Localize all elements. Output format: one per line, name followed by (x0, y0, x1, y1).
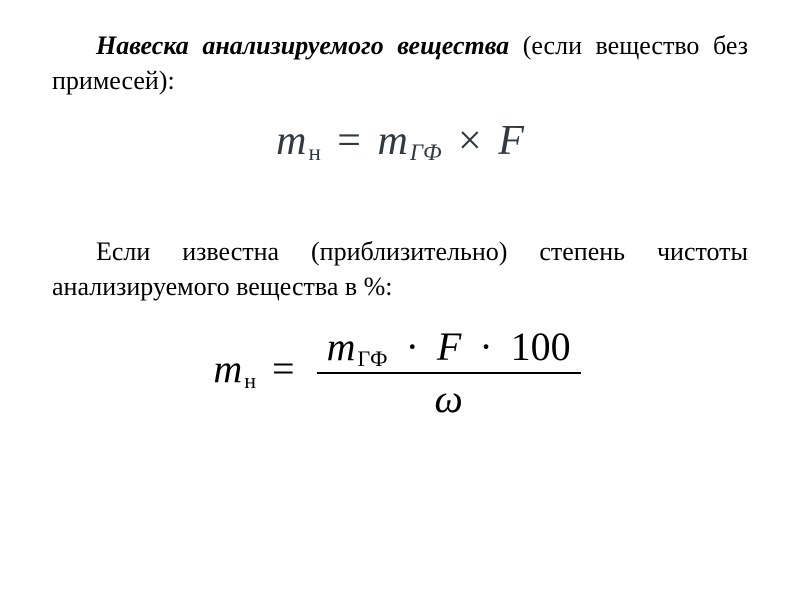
f1-rhs-sub: ГФ (408, 139, 442, 165)
f2-num: mГФ · F · 100 (317, 322, 581, 374)
f2-dot2: · (471, 324, 500, 369)
f1-lhs-var: m (276, 118, 306, 164)
para1-lead: Навеска анализируемого вещества (96, 31, 509, 60)
f2-num-f2: 100 (511, 324, 571, 369)
f1-factor: F (498, 118, 524, 164)
paragraph-1: Навеска анализируемого вещества (если ве… (52, 28, 748, 98)
f2-num-var: m (327, 324, 356, 369)
slide-page: Навеска анализируемого вещества (если ве… (0, 0, 800, 600)
formula-2: mн = mГФ · F · 100 ω (52, 322, 748, 424)
f2-dot1: · (398, 324, 427, 369)
formula-2-expr: mн = mГФ · F · 100 ω (213, 346, 586, 391)
f2-fraction: mГФ · F · 100 ω (317, 322, 581, 424)
f2-num-f1: F (437, 324, 461, 369)
f2-den-var: ω (434, 376, 462, 421)
f1-lhs-sub: н (306, 139, 320, 165)
para2-text: Если известна (приблизительно) степень ч… (52, 237, 748, 301)
f2-lhs-var: m (213, 346, 242, 391)
formula-1-expr: mн = mГФ × F (276, 117, 524, 166)
f2-lhs-sub: н (242, 368, 256, 393)
formula-1: mн = mГФ × F (52, 114, 748, 166)
f1-eq: = (331, 118, 367, 164)
spacer-1 (52, 210, 748, 234)
f2-den: ω (317, 374, 581, 424)
f2-num-sub: ГФ (355, 346, 387, 371)
f1-rhs-var: m (377, 118, 407, 164)
f1-op: × (452, 118, 488, 164)
paragraph-2: Если известна (приблизительно) степень ч… (52, 234, 748, 304)
f2-eq: = (266, 346, 301, 391)
